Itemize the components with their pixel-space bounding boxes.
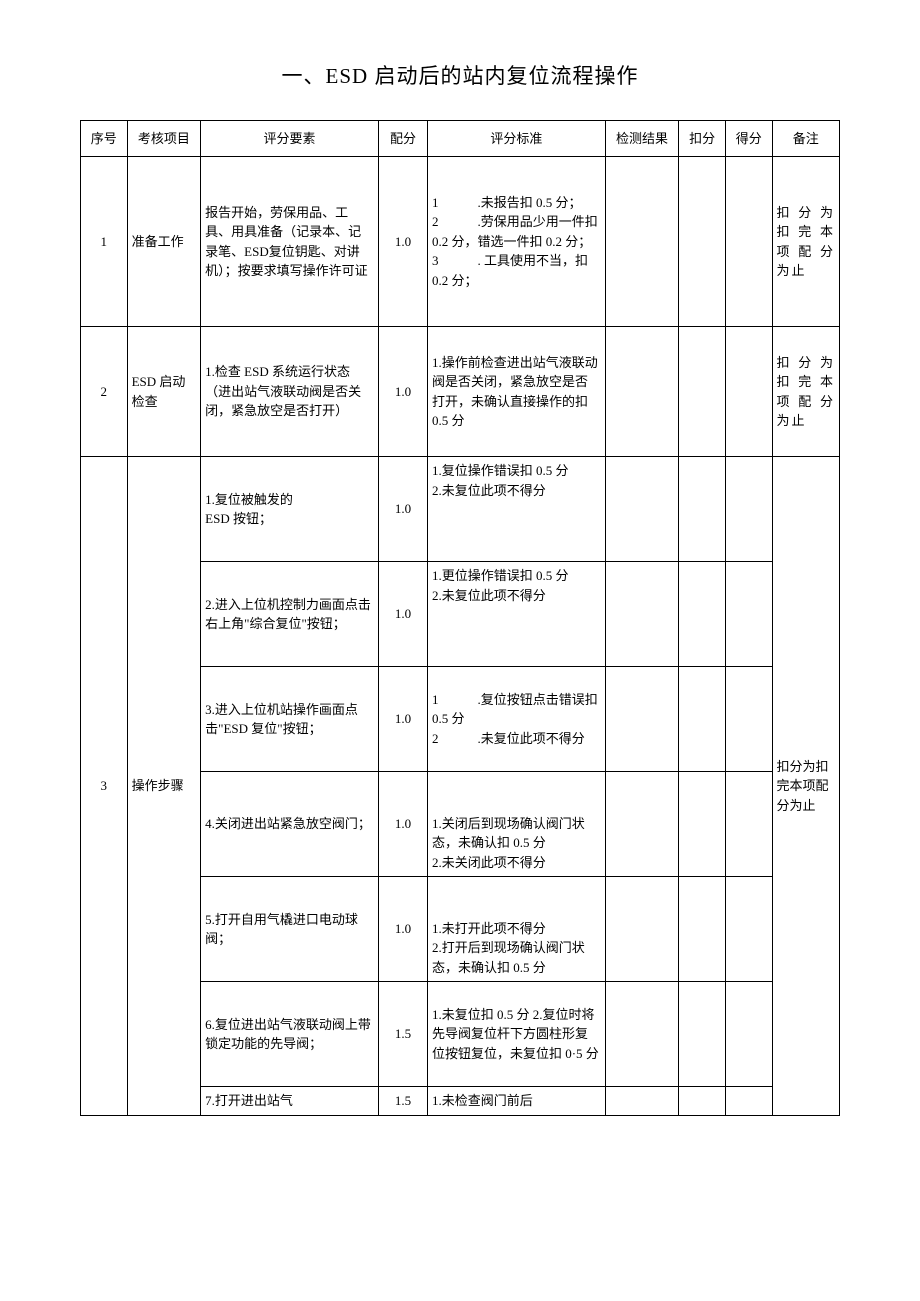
header-score: 配分 (378, 121, 427, 157)
cell-item: 准备工作 (127, 157, 201, 327)
cell-element: 6.复位进出站气液联动阀上带锁定功能的先导阀； (201, 982, 379, 1087)
cell-standard: 1.操作前检查进出站气液联动阀是否关闭，紧急放空是否打开，未确认直接操作的扣 0… (427, 327, 605, 457)
cell-score: 1.0 (378, 157, 427, 327)
header-result: 检测结果 (605, 121, 679, 157)
cell-element: 2.进入上位机控制力画面点击右上角"综合复位"按钮； (201, 562, 379, 667)
cell-element: 3.进入上位机站操作画面点击"ESD 复位"按钮； (201, 667, 379, 772)
header-gain: 得分 (725, 121, 772, 157)
table-row: 2 ESD 启动检查 1.检查 ESD 系统运行状态（进出站气液联动阀是否关闭，… (81, 327, 840, 457)
cell-seq: 3 (81, 457, 128, 1116)
cell-score: 1.0 (378, 457, 427, 562)
cell-gain (725, 327, 772, 457)
cell-deduct (679, 772, 726, 877)
cell-standard: 1.未检查阀门前后 (427, 1087, 605, 1116)
cell-result (605, 562, 679, 667)
cell-gain (725, 982, 772, 1087)
cell-item: 操作步骤 (127, 457, 201, 1116)
cell-item: ESD 启动检查 (127, 327, 201, 457)
cell-element: 1.检查 ESD 系统运行状态（进出站气液联动阀是否关闭，紧急放空是否打开） (201, 327, 379, 457)
cell-standard: 1 .未报告扣 0.5 分； 2 .劳保用品少用一件扣 0.2 分，错选一件扣 … (427, 157, 605, 327)
cell-element: 报告开始，劳保用品、工具、用具准备（记录本、记录笔、ESD复位钥匙、对讲机）；按… (201, 157, 379, 327)
cell-deduct (679, 327, 726, 457)
document-title: 一、ESD 启动后的站内复位流程操作 (80, 60, 840, 90)
cell-remark: 扣分为扣完本项配分为止 (772, 457, 840, 1116)
header-seq: 序号 (81, 121, 128, 157)
cell-gain (725, 667, 772, 772)
cell-result (605, 457, 679, 562)
header-item: 考核项目 (127, 121, 201, 157)
cell-score: 1.5 (378, 982, 427, 1087)
cell-score: 1.0 (378, 667, 427, 772)
table-row: 3 操作步骤 1.复位被触发的 ESD 按钮； 1.0 1.复位操作错误扣 0.… (81, 457, 840, 562)
cell-element: 7.打开进出站气 (201, 1087, 379, 1116)
cell-element: 5.打开自用气橇进口电动球阀； (201, 877, 379, 982)
cell-result (605, 1087, 679, 1116)
cell-deduct (679, 982, 726, 1087)
cell-gain (725, 1087, 772, 1116)
cell-result (605, 667, 679, 772)
cell-deduct (679, 1087, 726, 1116)
cell-score: 1.0 (378, 877, 427, 982)
cell-deduct (679, 157, 726, 327)
cell-standard: 1 .复位按钮点击错误扣 0.5 分 2 .未复位此项不得分 (427, 667, 605, 772)
cell-deduct (679, 457, 726, 562)
cell-standard: 1.未复位扣 0.5 分 2.复位时将先导阀复位杆下方圆柱形复位按钮复位，未复位… (427, 982, 605, 1087)
cell-result (605, 157, 679, 327)
cell-gain (725, 157, 772, 327)
cell-gain (725, 772, 772, 877)
cell-result (605, 982, 679, 1087)
cell-deduct (679, 562, 726, 667)
cell-seq: 1 (81, 157, 128, 327)
cell-result (605, 772, 679, 877)
header-element: 评分要素 (201, 121, 379, 157)
cell-deduct (679, 667, 726, 772)
cell-remark: 扣分为扣完本项配分为止 (772, 327, 840, 457)
cell-deduct (679, 877, 726, 982)
cell-standard: 1.复位操作错误扣 0.5 分 2.未复位此项不得分 (427, 457, 605, 562)
header-remark: 备注 (772, 121, 840, 157)
cell-score: 1.0 (378, 562, 427, 667)
cell-element: 1.复位被触发的 ESD 按钮； (201, 457, 379, 562)
header-deduct: 扣分 (679, 121, 726, 157)
cell-gain (725, 457, 772, 562)
cell-score: 1.5 (378, 1087, 427, 1116)
cell-result (605, 327, 679, 457)
cell-standard: 1.未打开此项不得分 2.打开后到现场确认阀门状态，未确认扣 0.5 分 (427, 877, 605, 982)
cell-standard: 1.更位操作错误扣 0.5 分 2.未复位此项不得分 (427, 562, 605, 667)
header-standard: 评分标准 (427, 121, 605, 157)
assessment-table: 序号 考核项目 评分要素 配分 评分标准 检测结果 扣分 得分 备注 1 准备工… (80, 120, 840, 1116)
cell-score: 1.0 (378, 327, 427, 457)
cell-score: 1.0 (378, 772, 427, 877)
cell-gain (725, 877, 772, 982)
table-header-row: 序号 考核项目 评分要素 配分 评分标准 检测结果 扣分 得分 备注 (81, 121, 840, 157)
cell-element: 4.关闭进出站紧急放空阀门； (201, 772, 379, 877)
table-row: 1 准备工作 报告开始，劳保用品、工具、用具准备（记录本、记录笔、ESD复位钥匙… (81, 157, 840, 327)
cell-gain (725, 562, 772, 667)
cell-result (605, 877, 679, 982)
cell-standard: 1.关闭后到现场确认阀门状态，未确认扣 0.5 分 2.未关闭此项不得分 (427, 772, 605, 877)
cell-remark: 扣分为扣完本项配分为止 (772, 157, 840, 327)
cell-seq: 2 (81, 327, 128, 457)
